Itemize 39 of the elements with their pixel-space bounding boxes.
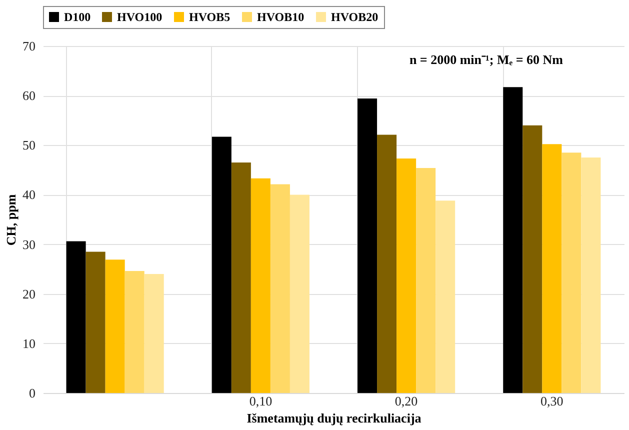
- y-tick-label: 60: [22, 88, 36, 104]
- x-tick-label: 0,20: [394, 394, 418, 408]
- bar: [212, 136, 232, 393]
- legend-label: HVOB20: [331, 10, 378, 24]
- legend-label: HVOB10: [257, 10, 304, 24]
- y-tick-label: 10: [22, 336, 36, 351]
- bar: [542, 144, 562, 393]
- bar: [144, 274, 164, 393]
- bar: [358, 98, 378, 393]
- bar: [86, 252, 106, 393]
- legend-label: HVOB5: [189, 10, 230, 24]
- legend-label: HVO100: [117, 10, 162, 24]
- y-tick-label: 40: [22, 187, 36, 202]
- x-tick-label: 0,10: [249, 394, 272, 408]
- legend-label: D100: [64, 10, 91, 24]
- bar: [416, 168, 436, 393]
- y-tick-label: 30: [22, 236, 36, 252]
- bar: [396, 158, 416, 393]
- bar: [581, 158, 601, 393]
- x-axis-title: Išmetamųjų dujų recirkuliacija: [246, 410, 422, 426]
- y-tick-label: 20: [22, 286, 36, 302]
- x-tick-label: 0,30: [540, 394, 564, 408]
- bar: [270, 184, 290, 393]
- bar: [290, 194, 310, 393]
- y-tick-label: 70: [22, 38, 36, 54]
- bar: [436, 200, 456, 393]
- bar: [105, 260, 125, 393]
- bar: [250, 178, 270, 393]
- bar: [66, 241, 86, 393]
- y-tick-label: 0: [29, 386, 36, 400]
- bar: [124, 271, 144, 393]
- y-tick-label: 50: [22, 138, 36, 153]
- y-axis-title: CH, ppm: [4, 194, 18, 246]
- bar: [522, 125, 542, 393]
- bar: [562, 152, 582, 393]
- bar: [231, 162, 251, 393]
- bar: [377, 134, 397, 393]
- bar: [503, 87, 523, 393]
- annotation: n = 2000 min⁻¹; Mₑ = 60 Nm: [409, 52, 564, 67]
